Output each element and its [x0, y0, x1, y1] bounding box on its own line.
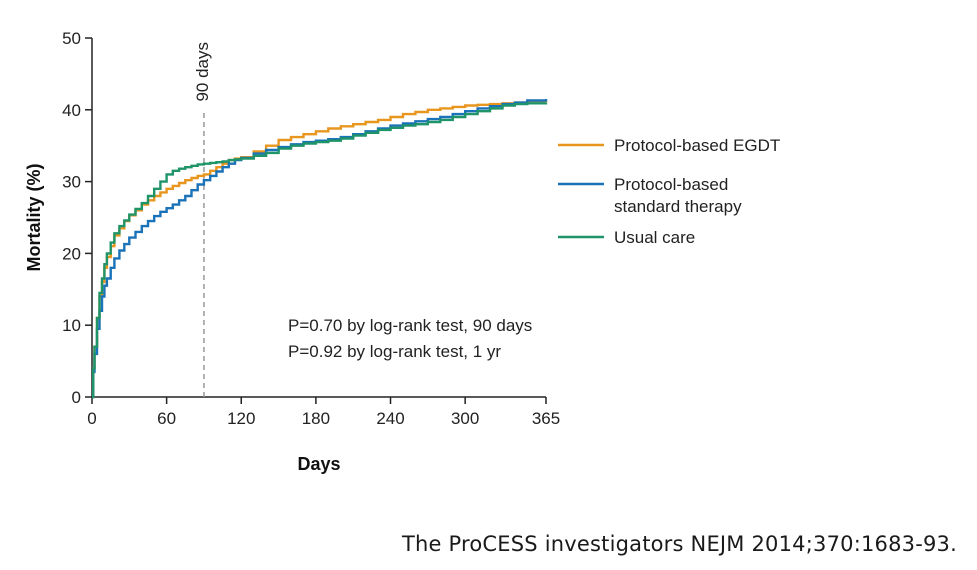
x-tick-label: 300 [451, 409, 479, 428]
y-axis-title: Mortality (%) [24, 163, 44, 271]
y-tick-label: 10 [62, 316, 81, 335]
annotations: P=0.70 by log-rank test, 90 days P=0.92 b… [288, 316, 532, 361]
y-tick-label: 40 [62, 101, 81, 120]
x-axis-title: Days [297, 454, 340, 474]
series-line-2 [92, 99, 548, 399]
legend-label-2: standard therapy [614, 197, 742, 216]
pvalue-annotation-2: P=0.92 by log-rank test, 1 yr [288, 342, 501, 361]
y-tick-label: 50 [62, 29, 81, 48]
legend-label-2: Protocol-based [614, 175, 728, 194]
x-tick-label: 120 [227, 409, 255, 428]
source-caption: The ProCESS investigators NEJM 2014;370:… [401, 532, 957, 556]
x-tick-label: 365 [532, 409, 560, 428]
series-lines [92, 99, 548, 399]
reference-line-label: 90 days [193, 42, 212, 102]
x-tick-label: 240 [376, 409, 404, 428]
x-tick-label: 180 [302, 409, 330, 428]
legend-label-1: Protocol-based EGDT [614, 136, 780, 155]
x-tick-label: 0 [87, 409, 96, 428]
legend: Protocol-based EGDT Protocol-based standar… [558, 136, 780, 247]
y-tick-label: 0 [72, 388, 81, 407]
axes: 0 10 20 30 40 50 0 60 120 180 240 300 365 Days Mortali… [24, 29, 560, 474]
y-tick-label: 20 [62, 244, 81, 263]
series-line-3 [92, 102, 548, 399]
x-tick-label: 60 [157, 409, 176, 428]
pvalue-annotation-1: P=0.70 by log-rank test, 90 days [288, 316, 532, 335]
reference-line-group: 90 days [193, 42, 212, 397]
y-tick-label: 30 [62, 173, 81, 192]
legend-label-3: Usual care [614, 228, 695, 247]
